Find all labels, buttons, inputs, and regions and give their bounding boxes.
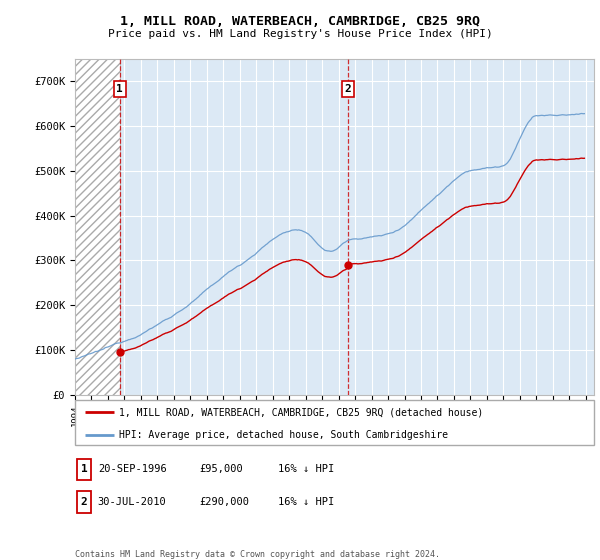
Text: 20-SEP-1996: 20-SEP-1996: [98, 464, 167, 474]
Text: 16% ↓ HPI: 16% ↓ HPI: [278, 497, 334, 507]
Text: Contains HM Land Registry data © Crown copyright and database right 2024.
This d: Contains HM Land Registry data © Crown c…: [75, 550, 440, 560]
Text: 1, MILL ROAD, WATERBEACH, CAMBRIDGE, CB25 9RQ (detached house): 1, MILL ROAD, WATERBEACH, CAMBRIDGE, CB2…: [119, 408, 484, 418]
Text: 2: 2: [345, 84, 352, 94]
Text: 1: 1: [80, 464, 88, 474]
Text: 30-JUL-2010: 30-JUL-2010: [98, 497, 167, 507]
Text: HPI: Average price, detached house, South Cambridgeshire: HPI: Average price, detached house, Sout…: [119, 430, 448, 440]
Bar: [75, 59, 120, 395]
FancyBboxPatch shape: [77, 491, 91, 512]
FancyBboxPatch shape: [77, 459, 91, 480]
FancyBboxPatch shape: [75, 400, 594, 445]
Text: 1: 1: [116, 84, 123, 94]
Text: £290,000: £290,000: [200, 497, 250, 507]
Text: £95,000: £95,000: [200, 464, 244, 474]
Text: 2: 2: [80, 497, 88, 507]
Text: Price paid vs. HM Land Registry's House Price Index (HPI): Price paid vs. HM Land Registry's House …: [107, 29, 493, 39]
Text: 1, MILL ROAD, WATERBEACH, CAMBRIDGE, CB25 9RQ: 1, MILL ROAD, WATERBEACH, CAMBRIDGE, CB2…: [120, 15, 480, 28]
Text: 16% ↓ HPI: 16% ↓ HPI: [278, 464, 334, 474]
